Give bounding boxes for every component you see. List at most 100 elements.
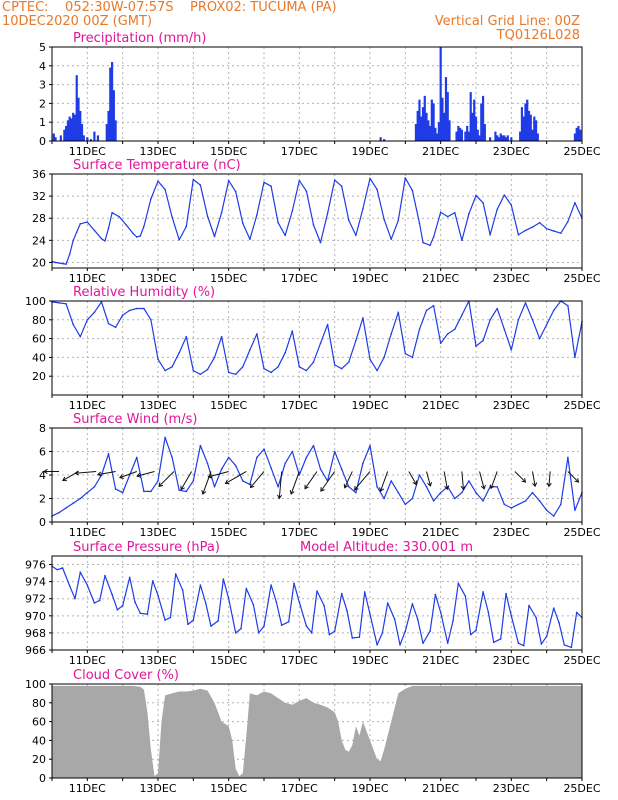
rh-point [65, 303, 67, 305]
precip-bar [575, 127, 578, 141]
pressure-point [482, 591, 484, 593]
precip-bar [536, 133, 539, 141]
precip-bar [441, 97, 444, 141]
pressure-point [174, 573, 177, 575]
rh-line [51, 300, 583, 375]
wind-arrow-shaft [514, 471, 526, 483]
pressure-point [169, 616, 172, 619]
pressure-point [475, 629, 477, 632]
precip-bar [421, 107, 425, 141]
y-tick-label: 974 [25, 576, 46, 589]
x-tick-label: 11DEC [69, 145, 106, 158]
temp-point [256, 214, 258, 216]
x-tick-label: 13DEC [139, 145, 176, 158]
precip-bar [65, 125, 68, 141]
precip-bar [63, 129, 66, 141]
y-tick-label: 28 [32, 212, 46, 225]
precip-bar [430, 99, 433, 141]
panel-subtitle: Model Altitude: 330.001 m [300, 540, 473, 555]
pressure-point [434, 593, 437, 596]
temp-point [277, 221, 279, 224]
pressure-point [305, 625, 308, 627]
temp-point [136, 236, 138, 238]
wind-point [86, 491, 89, 494]
panel-temp [49, 173, 583, 271]
panel-title: Precipitation (mm/h) [73, 31, 206, 46]
y-tick-label: 4 [39, 469, 46, 482]
x-tick-label: 11DEC [69, 399, 106, 412]
rh-point [552, 309, 555, 312]
rh-point [461, 314, 463, 316]
temp-point [305, 190, 308, 192]
panel-precip [49, 46, 583, 144]
wind-arrow-head [119, 474, 124, 479]
pressure-point [116, 609, 119, 611]
wind-arrow [343, 471, 353, 489]
temp-point [118, 215, 120, 218]
wind-point [376, 485, 378, 488]
pressure-point [240, 627, 242, 630]
pressure-point [464, 595, 467, 597]
precip-bar [93, 131, 96, 141]
pressure-point [510, 615, 513, 617]
temp-point [446, 215, 449, 218]
temp-point [422, 241, 424, 244]
pressure-point [328, 633, 331, 636]
precip-bar [70, 118, 73, 141]
pressure-point [93, 602, 96, 604]
wind-point [397, 491, 400, 494]
pressure-point [199, 584, 202, 586]
precip-bar [459, 127, 462, 141]
pressure-point [363, 591, 366, 593]
rh-point [206, 368, 209, 371]
precip-bar [59, 135, 62, 141]
wind-point [574, 509, 576, 512]
panel-frame [51, 683, 583, 779]
x-tick-label: 25DEC [563, 526, 600, 539]
rh-point [489, 319, 491, 321]
pressure-point [386, 602, 389, 604]
temp-point [369, 177, 371, 180]
pressure-point [404, 630, 407, 632]
wind-arrow-shaft [408, 471, 417, 485]
wind-arrow-shaft [250, 471, 265, 488]
precip-bar [439, 47, 442, 141]
rh-point [86, 319, 89, 321]
wind-point [121, 491, 124, 494]
rh-point [277, 366, 279, 368]
rh-point [270, 371, 272, 374]
wind-arrow [479, 471, 486, 490]
wind-arrow [289, 471, 300, 495]
panel-title: Cloud Cover (%) [73, 668, 179, 683]
wind-arrow-shaft [180, 471, 192, 490]
x-tick-label: 15DEC [210, 272, 247, 285]
rh-point [333, 364, 336, 366]
pressure-point [558, 621, 560, 624]
rh-point [199, 373, 202, 376]
precip-bar [96, 135, 100, 141]
x-tick-label: 23DEC [493, 526, 530, 539]
precip-bar [444, 77, 448, 141]
pressure-point [316, 590, 318, 592]
rh-point [390, 333, 393, 335]
wind-arrow-head [96, 471, 102, 477]
temp-point [560, 232, 562, 234]
y-tick-label: 32 [32, 190, 46, 203]
panel-rh [49, 300, 583, 398]
x-tick-label: 15DEC [210, 145, 247, 158]
pressure-point [540, 643, 543, 645]
wind-arrow-shaft [548, 471, 551, 487]
temp-point [404, 177, 407, 179]
pressure-point [275, 601, 278, 603]
temp-point [100, 237, 103, 240]
precip-bar [460, 129, 463, 141]
pressure-point [570, 646, 573, 649]
precip-bar [478, 135, 481, 141]
wind-arrow [408, 471, 417, 486]
wind-arrow-shaft [304, 471, 318, 489]
precip-bar [510, 137, 513, 141]
precip-bar [420, 116, 423, 141]
temp-point [348, 219, 350, 222]
x-tick-label: 21DEC [422, 145, 459, 158]
panel-title: Relative Humidity (%) [73, 285, 215, 300]
